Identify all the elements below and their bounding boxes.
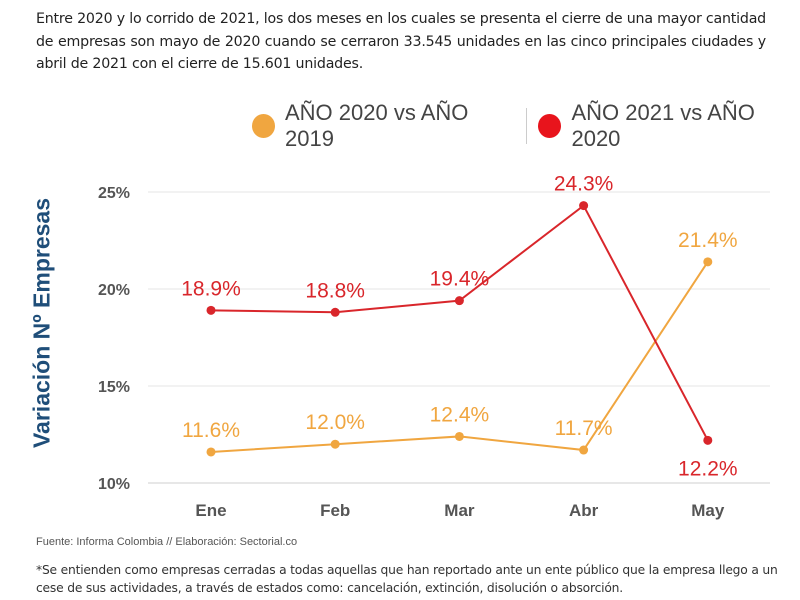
- footnote: *Se entienden como empresas cerradas a t…: [36, 563, 778, 595]
- legend-divider: [525, 108, 527, 144]
- x-tick-label: Mar: [444, 501, 475, 520]
- data-label: 18.8%: [305, 279, 365, 302]
- data-label: 12.4%: [430, 403, 490, 426]
- data-label: 12.2%: [678, 457, 738, 480]
- x-tick-label: May: [691, 501, 725, 520]
- y-tick-label: 25%: [98, 185, 130, 202]
- data-point: [454, 296, 464, 306]
- data-label: 18.9%: [181, 277, 241, 300]
- data-label: 12.0%: [305, 411, 365, 434]
- legend-label-2020: AÑO 2020 vs AÑO 2019: [285, 100, 469, 151]
- data-point: [330, 439, 340, 449]
- data-label: 21.4%: [678, 229, 738, 252]
- data-point: [579, 201, 589, 211]
- data-point: [206, 447, 216, 457]
- source-text: Fuente: Informa Colombia // Elaboración:…: [36, 536, 298, 548]
- legend-label-2021: AÑO 2021 vs AÑO 2020: [571, 100, 755, 151]
- data-point: [579, 445, 589, 455]
- data-point: [206, 305, 216, 315]
- data-point: [703, 435, 713, 445]
- legend: AÑO 2020 vs AÑO 2019 AÑO 2021 vs AÑO 202…: [252, 100, 800, 152]
- legend-swatch-2021: [538, 114, 562, 138]
- legend-swatch-2020: [252, 114, 275, 138]
- x-tick-label: Feb: [320, 501, 350, 520]
- data-label: 24.3%: [554, 173, 614, 196]
- intro-paragraph: Entre 2020 y lo corrido de 2021, los dos…: [36, 11, 766, 72]
- data-point: [330, 307, 340, 317]
- data-label: 19.4%: [430, 268, 490, 291]
- x-tick-label: Ene: [195, 501, 226, 520]
- y-tick-label: 10%: [98, 476, 130, 493]
- x-tick-label: Abr: [569, 501, 599, 520]
- y-tick-label: 15%: [98, 379, 130, 396]
- y-tick-label: 20%: [98, 282, 130, 299]
- data-point: [703, 257, 713, 267]
- data-label: 11.6%: [182, 419, 240, 442]
- data-point: [454, 431, 464, 441]
- data-label: 11.7%: [555, 417, 613, 440]
